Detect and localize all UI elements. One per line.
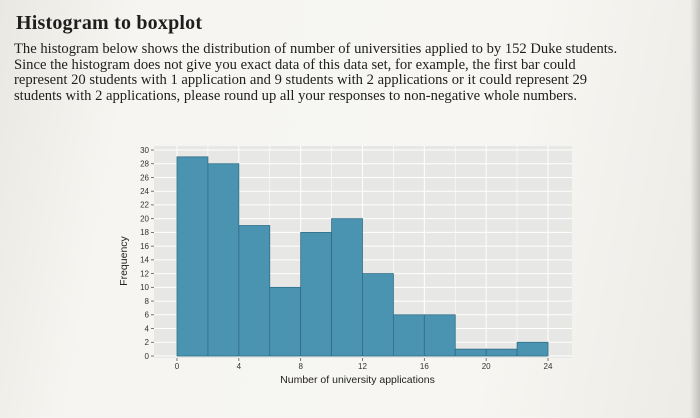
histogram-bar [300, 231, 332, 357]
screen-edge-shadow [690, 0, 700, 418]
x-tick-label: 24 [544, 362, 553, 371]
page-title: Histogram to boxplot [16, 12, 203, 34]
histogram-bar [423, 314, 456, 357]
instructions-line: represent 20 students with 1 application… [14, 72, 588, 89]
instructions-line: Since the histogram does not give you ex… [14, 56, 576, 73]
histogram-bars [176, 156, 549, 357]
histogram-bar [516, 341, 549, 357]
x-tick-label: 0 [175, 362, 180, 371]
x-tick-label: 12 [358, 362, 367, 371]
y-tick-label: 16 [140, 242, 149, 251]
histogram-bar [331, 218, 363, 357]
y-tick-label: 22 [140, 201, 149, 210]
histogram-bar [454, 348, 487, 357]
histogram-bar [207, 163, 240, 357]
y-tick-label: 14 [140, 256, 149, 265]
x-axis-label: Number of university applications [280, 374, 435, 386]
histogram-bar [176, 156, 209, 357]
x-axis-ticks: 0 4 8 12 16 20 24 [175, 358, 553, 371]
y-tick-label: 20 [140, 214, 149, 223]
y-tick-label: 4 [145, 324, 150, 333]
y-tick-label: 12 [140, 269, 149, 278]
x-tick-label: 20 [482, 362, 491, 371]
y-tick-label: 8 [145, 297, 150, 306]
x-tick-label: 8 [298, 362, 303, 371]
y-tick-label: 24 [140, 187, 149, 196]
instructions-paragraph: The histogram below shows the distributi… [14, 41, 690, 104]
y-tick-label: 26 [140, 173, 149, 182]
instructions-line: students with 2 applications, please rou… [14, 87, 577, 104]
y-tick-label: 6 [145, 311, 150, 320]
histogram-bar [269, 286, 302, 357]
histogram-bar [393, 314, 425, 357]
y-tick-label: 18 [140, 228, 149, 237]
y-tick-label: 10 [140, 283, 149, 292]
y-tick-label: 2 [145, 338, 150, 347]
y-tick-label: 30 [140, 146, 149, 155]
x-tick-label: 16 [420, 362, 429, 371]
histogram-bar [238, 225, 271, 357]
x-tick-label: 4 [237, 362, 242, 371]
y-tick-label: 0 [145, 352, 150, 361]
y-tick-label: 28 [140, 160, 149, 169]
histogram-bar [485, 348, 518, 357]
y-axis-label: Frequency [118, 235, 130, 285]
instructions-line: The histogram below shows the distributi… [14, 41, 618, 57]
histogram-bar [362, 273, 394, 357]
